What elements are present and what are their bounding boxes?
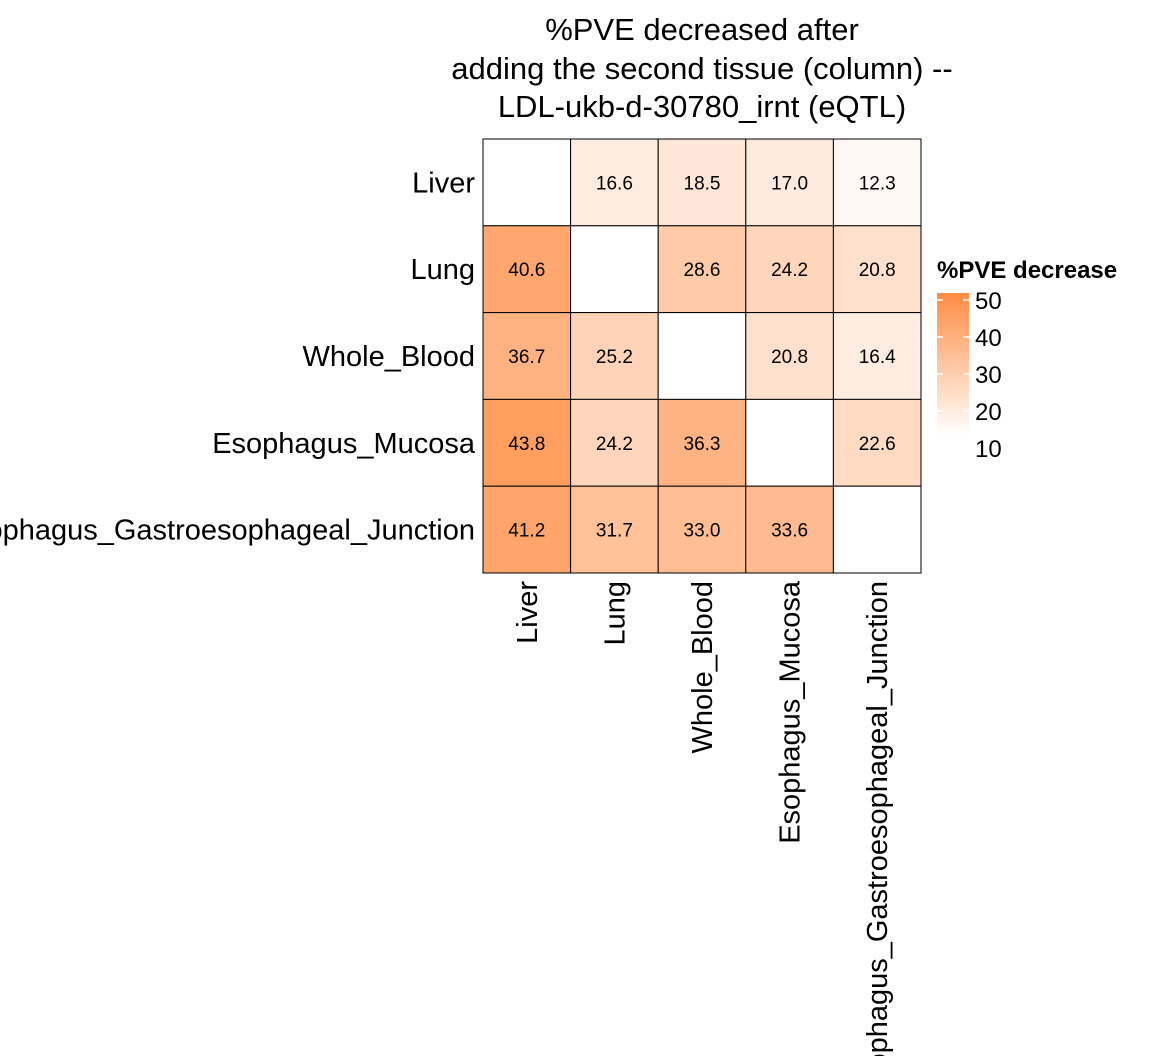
heatmap-cell <box>832 398 922 487</box>
cell-value-label: 16.6 <box>596 173 633 194</box>
cell-value-label: 43.8 <box>508 434 545 455</box>
column-labels: Liver Lung Whole_Blood Esophagus_Mucosa Esop… <box>512 580 894 1056</box>
legend-tick-label: 30 <box>975 362 1002 389</box>
heatmap-cell <box>832 225 922 314</box>
heatmap-cell <box>745 398 834 487</box>
cell-value-label: 24.2 <box>771 260 808 281</box>
column-label: Liver <box>512 581 544 644</box>
cell-value-label: 36.3 <box>684 434 721 455</box>
row-label: Lung <box>410 254 475 286</box>
row-label: Esophagus_Gastroesophageal_Junction <box>0 515 475 547</box>
cell-value-label: 24.2 <box>596 434 633 455</box>
legend-tick-label: 10 <box>975 436 1002 463</box>
cell-value-label: 28.6 <box>684 260 721 281</box>
heatmap-cell <box>570 312 659 400</box>
cell-value-label: 25.2 <box>596 347 633 368</box>
column-label: Esophagus_Mucosa <box>775 580 807 844</box>
cell-value-label: 33.0 <box>684 521 721 542</box>
heatmap-cell <box>570 485 659 574</box>
column-label: Esophagus_Gastroesophageal_Junction <box>862 581 894 1056</box>
cell-value-label: 12.3 <box>859 173 896 194</box>
heatmap-cell <box>570 138 659 227</box>
cell-value-label: 20.8 <box>859 260 896 281</box>
column-label: Lung <box>599 581 631 646</box>
cell-value-label: 41.2 <box>508 521 545 542</box>
heatmap-cell <box>832 312 922 400</box>
heatmap-cell <box>832 485 922 574</box>
legend-ticks: 50 40 30 20 10 <box>937 288 1002 463</box>
cell-value-label: 17.0 <box>771 173 808 194</box>
column-label: Whole_Blood <box>687 581 719 754</box>
cell-value-label: 33.6 <box>771 521 808 542</box>
cell-value-label: 20.8 <box>771 347 808 368</box>
heatmap-cell <box>832 138 922 227</box>
heatmap-cell <box>570 398 659 487</box>
cell-value-label: 16.4 <box>859 347 896 368</box>
chart-title: %PVE decreased after adding the second t… <box>451 12 952 124</box>
title-line-2: adding the second tissue (column) -- <box>451 51 952 86</box>
heatmap-cell <box>745 138 834 227</box>
heatmap-cell <box>570 225 659 314</box>
heatmap-cells: 16.6 18.5 17.0 12.3 40.6 28.6 24.2 20.8 36.7 25.2… <box>482 138 922 574</box>
cell-value-label: 31.7 <box>596 521 633 542</box>
row-label: Liver <box>412 167 475 199</box>
heatmap-cell <box>482 398 572 487</box>
heatmap-cell <box>657 225 747 314</box>
row-label: Whole_Blood <box>303 341 476 373</box>
cell-value-label: 36.7 <box>508 347 545 368</box>
cell-value-label: 22.6 <box>859 434 896 455</box>
cell-value-label: 18.5 <box>684 173 721 194</box>
heatmap-cell <box>745 485 834 574</box>
heatmap-cell <box>482 225 572 314</box>
heatmap-cell <box>482 485 572 574</box>
cell-value-label: 40.6 <box>508 260 545 281</box>
legend-tick-label: 50 <box>975 288 1002 315</box>
heatmap-cell <box>657 485 747 574</box>
heatmap-cell <box>657 398 747 487</box>
title-line-3: LDL-ukb-d-30780_irnt (eQTL) <box>498 89 906 124</box>
title-line-1: %PVE decreased after <box>545 12 859 47</box>
heatmap-cell <box>657 138 747 227</box>
heatmap-cell <box>482 138 572 227</box>
heatmap-cell <box>657 312 747 400</box>
row-labels: Liver Lung Whole_Blood Esophagus_Mucosa Esop… <box>0 167 476 546</box>
legend-tick-label: 40 <box>975 325 1002 352</box>
legend-colorbar <box>937 293 969 435</box>
legend: %PVE decrease 50 40 30 20 10 <box>937 257 1117 463</box>
row-label: Esophagus_Mucosa <box>212 428 476 460</box>
legend-title: %PVE decrease <box>937 257 1117 284</box>
legend-tick-label: 20 <box>975 399 1002 426</box>
